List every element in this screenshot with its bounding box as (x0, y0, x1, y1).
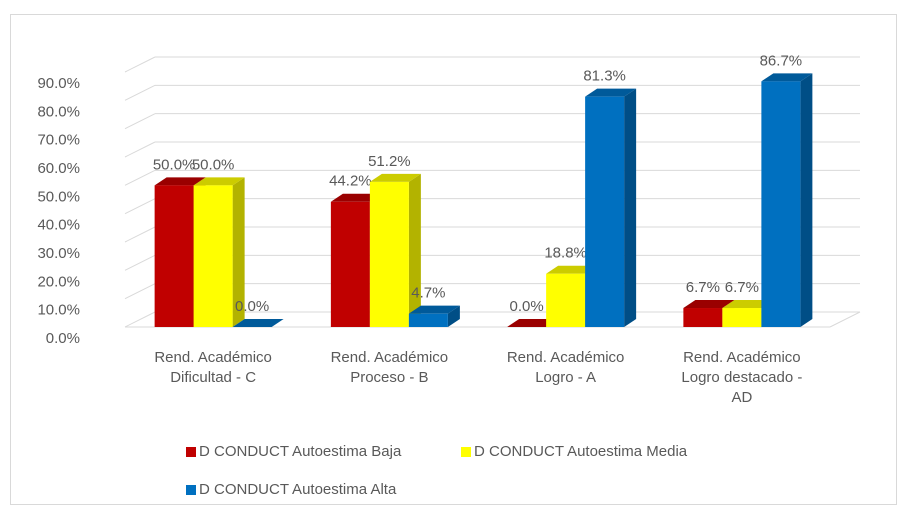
bar-side (624, 88, 637, 328)
bar-side (408, 173, 421, 327)
grid-line-side (124, 113, 156, 130)
y-tick-label: 80.0% (37, 103, 80, 120)
bar (546, 273, 586, 327)
bar-top (546, 265, 598, 274)
legend-swatch (461, 447, 471, 457)
value-label: 0.0% (235, 298, 269, 315)
bar (761, 81, 801, 327)
grid-line-side (124, 198, 156, 215)
floor-right (829, 311, 861, 328)
bar-top (330, 193, 382, 202)
bar (408, 313, 448, 327)
bar-side (800, 73, 813, 327)
value-label: 0.0% (510, 298, 544, 315)
bar (722, 308, 762, 327)
bar-top (193, 177, 245, 186)
grid-line-side (124, 56, 156, 73)
y-tick-label: 30.0% (37, 245, 80, 262)
value-label: 50.0% (192, 156, 235, 173)
value-label: 44.2% (329, 173, 372, 190)
value-label: 6.7% (686, 279, 720, 296)
bar (330, 201, 370, 327)
value-label: 50.0% (153, 156, 196, 173)
x-tick-label: Rend. Académico Logro destacado -AD (681, 349, 802, 406)
bar-top (585, 88, 637, 97)
bar (369, 181, 409, 327)
legend-label: D CONDUCT Autoestima Baja (199, 443, 402, 460)
grid-line-side (124, 283, 156, 300)
bar-top (232, 319, 284, 327)
bar-top (408, 305, 460, 314)
grid-line-side (124, 226, 156, 243)
value-label: 81.3% (583, 68, 626, 85)
bar-side (232, 177, 245, 327)
x-tick-label: Rend. Académico Logro - A (507, 349, 625, 386)
value-label: 51.2% (368, 153, 411, 170)
bar (193, 185, 233, 327)
bar (585, 96, 625, 328)
x-tick-label: Rend. Académico Dificultad - C (154, 349, 272, 386)
y-tick-label: 60.0% (37, 160, 80, 177)
y-tick-label: 10.0% (37, 302, 80, 319)
bar-side (447, 305, 460, 327)
grid-line-side (124, 311, 156, 328)
bar (683, 308, 723, 327)
value-label: 18.8% (544, 245, 587, 262)
bar-top (761, 73, 813, 82)
bar-top (507, 319, 559, 327)
value-label: 6.7% (725, 279, 759, 296)
value-label: 4.7% (411, 285, 445, 302)
legend-swatch (186, 447, 196, 457)
x-tick-label: Rend. Académico Proceso - B (331, 349, 449, 386)
grid-line-side (124, 84, 156, 101)
grid-line-side (124, 169, 156, 186)
legend-label: D CONDUCT Autoestima Alta (199, 481, 397, 498)
bar-top (154, 177, 206, 186)
legend-label: D CONDUCT Autoestima Media (474, 443, 688, 460)
y-tick-label: 70.0% (37, 132, 80, 149)
bar-top (683, 300, 735, 309)
grid-line-side (124, 254, 156, 271)
y-tick-label: 20.0% (37, 273, 80, 290)
grid-line-side (124, 141, 156, 158)
bar (154, 185, 194, 327)
y-tick-label: 0.0% (46, 330, 80, 347)
bar-top (722, 300, 774, 309)
value-label: 86.7% (760, 52, 803, 69)
legend-swatch (186, 485, 196, 495)
y-tick-label: 50.0% (37, 188, 80, 205)
y-tick-label: 40.0% (37, 217, 80, 234)
y-tick-label: 90.0% (37, 75, 80, 92)
bar-top (369, 173, 421, 182)
